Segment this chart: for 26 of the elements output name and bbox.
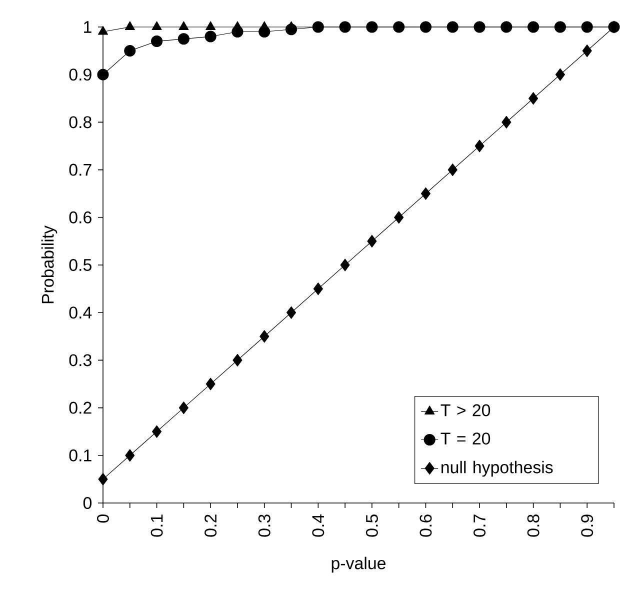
y-tick-label: 0.2 <box>69 402 92 414</box>
x-tick-label: 0.7 <box>474 514 486 537</box>
legend-label: T = 20 <box>440 432 490 445</box>
y-tick-label: 0.4 <box>69 306 92 319</box>
x-tick-label: 0.2 <box>204 514 217 537</box>
y-tick-label: 0.5 <box>69 259 92 271</box>
x-tick-label: 0.8 <box>527 514 540 537</box>
x-tick-label: 0.4 <box>312 514 324 537</box>
y-tick-label: 0.1 <box>69 449 92 462</box>
x-tick-label: 0.3 <box>258 514 270 537</box>
y-tick-label: 1 <box>84 21 92 33</box>
y-tick-label: 0.6 <box>69 211 92 224</box>
x-axis-title: p-value <box>332 556 386 573</box>
y-tick-label: 0 <box>83 497 92 509</box>
y-tick-label: 0.3 <box>69 354 92 366</box>
y-tick-label: 0.8 <box>69 116 92 128</box>
legend-label: T > 20 <box>440 404 490 416</box>
y-axis-title: Probability <box>41 226 58 304</box>
x-tick-label: 0.6 <box>420 514 432 537</box>
legend-label: null hypothesis <box>442 460 553 477</box>
x-tick-label: 0 <box>97 514 109 523</box>
x-tick-label: 0.1 <box>150 514 163 537</box>
y-tick-label: 0.7 <box>69 164 92 176</box>
x-tick-label: 0.5 <box>366 514 378 537</box>
y-tick-label: 0.9 <box>69 68 92 81</box>
x-tick-label: 0.9 <box>581 514 594 537</box>
